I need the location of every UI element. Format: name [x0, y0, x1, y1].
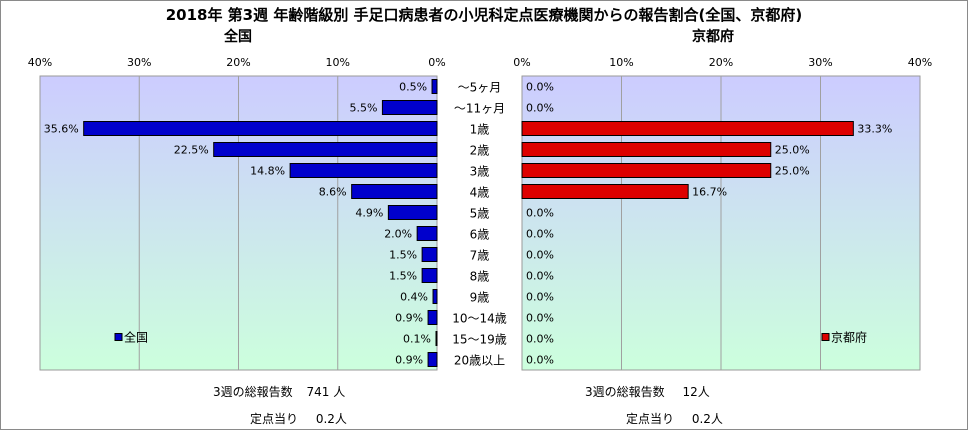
kyoto-tick-label: 0% — [513, 56, 530, 69]
national-bar — [213, 142, 438, 157]
category-label: 4歳 — [470, 186, 490, 200]
kyoto-bar — [521, 142, 772, 157]
category-label: 15～19歳 — [452, 333, 507, 347]
national-tick-label: 30% — [127, 56, 151, 69]
kyoto-tick-label: 30% — [808, 56, 832, 69]
category-label: 8歳 — [470, 270, 490, 284]
category-label: ～5ヶ月 — [458, 81, 502, 95]
national-total-row: 3週の総報告数 741 人 — [213, 383, 345, 400]
kyoto-data-label: 0.0% — [526, 291, 554, 304]
kyoto-total-row: 3週の総報告数 12人 — [585, 383, 710, 400]
kyoto-per-site-label: 定点当り — [626, 412, 675, 426]
kyoto-data-label: 25.0% — [775, 144, 810, 157]
category-label: 20歳以上 — [454, 354, 505, 368]
national-data-label: 1.5% — [389, 270, 417, 283]
national-per-site-row: 定点当り 0.2人 — [250, 410, 347, 427]
kyoto-tick-label: 20% — [709, 56, 733, 69]
category-label: 3歳 — [470, 165, 490, 179]
national-bar — [427, 310, 438, 325]
national-bar — [387, 205, 438, 220]
national-data-label: 0.9% — [395, 312, 423, 325]
national-data-label: 0.9% — [395, 354, 423, 367]
kyoto-data-label: 0.0% — [526, 102, 554, 115]
national-bar — [351, 184, 438, 199]
kyoto-data-label: 16.7% — [692, 186, 727, 199]
national-per-site-value: 0.2人 — [315, 412, 347, 426]
national-data-label: 4.9% — [355, 207, 383, 220]
national-data-label: 0.5% — [399, 81, 427, 94]
national-data-label: 14.8% — [250, 165, 285, 178]
national-legend-swatch — [114, 333, 123, 341]
national-bar — [83, 121, 438, 136]
kyoto-bar — [521, 121, 854, 136]
kyoto-data-label: 0.0% — [526, 228, 554, 241]
kyoto-data-label: 25.0% — [775, 165, 810, 178]
kyoto-tick-label: 40% — [908, 56, 932, 69]
kyoto-data-label: 33.3% — [857, 123, 892, 136]
kyoto-per-site-value: 0.2人 — [691, 412, 723, 426]
category-label: 7歳 — [470, 249, 490, 263]
national-bar — [435, 331, 438, 346]
national-bar — [432, 289, 438, 304]
kyoto-bar — [521, 163, 772, 178]
kyoto-total-label: 3週の総報告数 — [585, 385, 665, 399]
national-tick-label: 10% — [326, 56, 350, 69]
national-tick-label: 40% — [28, 56, 52, 69]
national-panel-title: 全国 — [224, 29, 252, 45]
kyoto-legend-swatch — [821, 333, 830, 341]
kyoto-data-label: 0.0% — [526, 333, 554, 346]
kyoto-bar — [521, 184, 689, 199]
national-data-label: 0.4% — [400, 291, 428, 304]
kyoto-data-label: 0.0% — [526, 312, 554, 325]
category-label: 9歳 — [470, 291, 490, 305]
national-per-site-label: 定点当り — [250, 412, 299, 426]
kyoto-data-label: 0.0% — [526, 81, 554, 94]
national-data-label: 0.1% — [403, 333, 431, 346]
kyoto-tick-label: 10% — [609, 56, 633, 69]
kyoto-data-label: 0.0% — [526, 207, 554, 220]
kyoto-data-label: 0.0% — [526, 270, 554, 283]
national-data-label: 2.0% — [384, 228, 412, 241]
national-total-label: 3週の総報告数 — [213, 385, 293, 399]
national-bar — [381, 100, 438, 115]
national-data-label: 22.5% — [174, 144, 209, 157]
category-label: 2歳 — [470, 144, 490, 158]
national-legend-label: 全国 — [124, 330, 148, 345]
national-data-label: 35.6% — [44, 123, 79, 136]
national-bar — [289, 163, 438, 178]
national-bar — [427, 352, 438, 367]
chart-title: 2018年 第3週 年齢階級別 手足口病患者の小児科定点医療機関からの報告割合(… — [165, 6, 803, 24]
category-label: ～11ヶ月 — [454, 102, 505, 116]
national-bar — [431, 79, 438, 94]
category-label: 5歳 — [470, 207, 490, 221]
national-bar — [421, 247, 438, 262]
category-label: 1歳 — [470, 123, 490, 137]
kyoto-legend-label: 京都府 — [831, 330, 867, 345]
kyoto-total-value: 12人 — [682, 385, 710, 399]
national-total-value: 741 人 — [306, 385, 346, 399]
national-data-label: 1.5% — [389, 249, 417, 262]
kyoto-per-site-row: 定点当り 0.2人 — [626, 410, 723, 427]
kyoto-data-label: 0.0% — [526, 249, 554, 262]
kyoto-panel-title: 京都府 — [692, 29, 734, 45]
kyoto-data-label: 0.0% — [526, 354, 554, 367]
category-label: 6歳 — [470, 228, 490, 242]
national-data-label: 5.5% — [349, 102, 377, 115]
national-data-label: 8.6% — [319, 186, 347, 199]
national-bar — [416, 226, 438, 241]
category-label: 10～14歳 — [452, 312, 507, 326]
national-bar — [421, 268, 438, 283]
national-tick-label: 20% — [226, 56, 250, 69]
national-tick-label: 0% — [428, 56, 445, 69]
